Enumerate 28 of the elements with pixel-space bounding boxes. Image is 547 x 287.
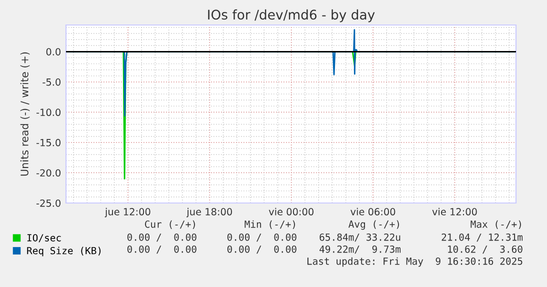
text: 10.62 / 3.60: [448, 245, 522, 254]
x-tick-label: jue 18:00: [186, 208, 232, 218]
text: 0.00 / 0.00: [127, 245, 196, 254]
y-tick-label: -15.0: [36, 138, 60, 146]
text: Min (-/+): [244, 220, 295, 229]
legend-label: IO/sec: [27, 234, 61, 242]
text: 0.00 / 0.00: [127, 233, 196, 242]
text: 0.00 / 0.00: [227, 233, 296, 242]
y-tick-label: -5.0: [42, 78, 60, 86]
text: 21.04 / 12.31m: [442, 233, 523, 242]
y-tick-label: -10.0: [36, 108, 60, 116]
legend-label: Req Size (KB): [27, 246, 101, 256]
text: Last update: Fri May 9 16:30:16 2025: [307, 257, 522, 267]
x-tick-label: vie 00:00: [268, 208, 314, 216]
y-tick-label: -25.0: [36, 199, 60, 207]
text: 65.84m/ 33.22u: [320, 233, 400, 242]
x-tick-label: vie 12:00: [432, 208, 477, 216]
chart-title: IOs for /dev/md6 - by day: [208, 9, 375, 22]
text: 0.00 / 0.00: [227, 245, 296, 254]
text: Avg (-/+): [348, 220, 399, 230]
text: 49.22m/ 9.73m: [320, 245, 401, 254]
text: Max (-/+): [470, 220, 521, 229]
y-axis-title: Units read (-) / write (+): [20, 52, 30, 176]
text: Cur (-/+): [144, 220, 195, 229]
y-tick-label: 0.0: [46, 48, 60, 56]
x-tick-label: jue 12:00: [104, 208, 150, 218]
y-tick-label: -20.0: [36, 169, 60, 177]
x-tick-label: vie 06:00: [350, 208, 396, 216]
